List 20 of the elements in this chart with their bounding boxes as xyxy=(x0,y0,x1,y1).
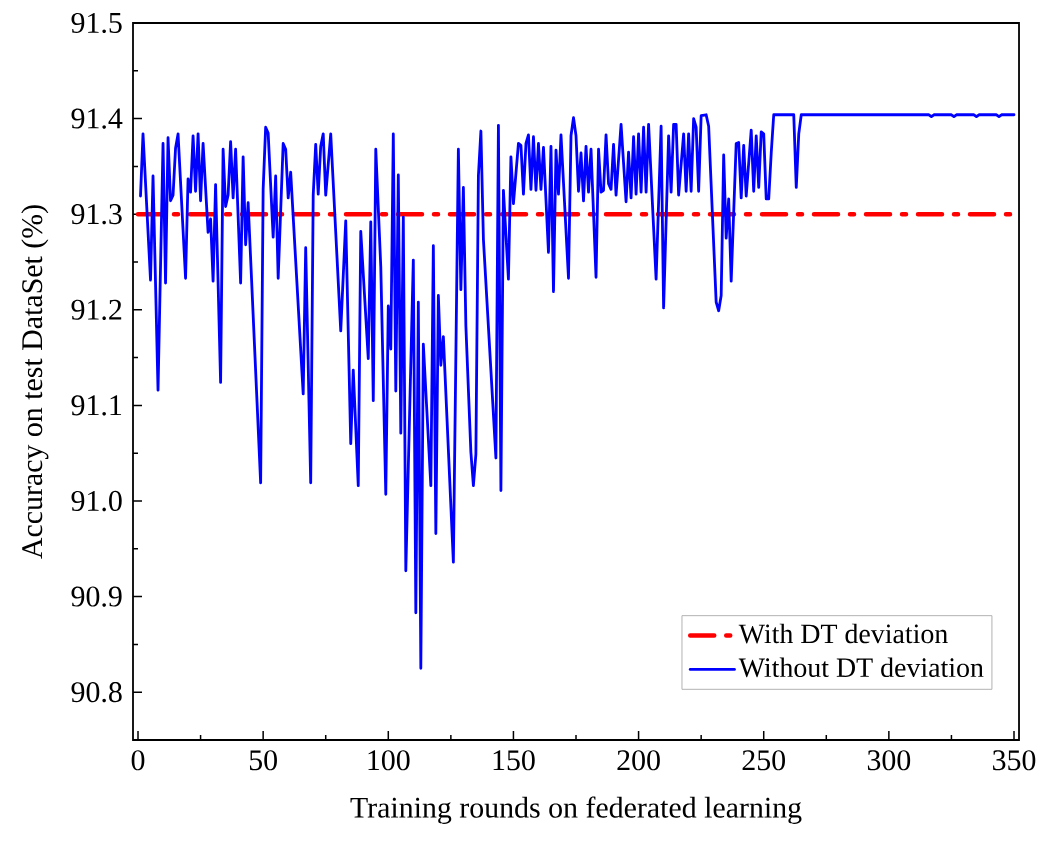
x-tick-label: 200 xyxy=(617,750,660,771)
y-tick-label: 90.9 xyxy=(71,586,122,607)
legend-label: Without DT deviation xyxy=(738,657,984,678)
y-axis-title: Accuracy on test DataSet (%) xyxy=(21,205,49,559)
x-tick-label: 350 xyxy=(993,750,1036,771)
y-tick-label: 91.0 xyxy=(71,490,122,512)
x-tick-label: 250 xyxy=(742,750,785,771)
x-tick-label: 50 xyxy=(249,750,277,771)
x-tick-label: 300 xyxy=(867,750,911,771)
x-tick-label: 100 xyxy=(368,750,410,771)
y-tick-label: 91.4 xyxy=(71,108,123,129)
y-tick-label: 90.8 xyxy=(71,682,122,703)
x-tick-label: 0 xyxy=(131,750,145,771)
x-axis-title: Training rounds on federated learning xyxy=(350,796,802,824)
x-tick-label: 150 xyxy=(493,750,535,771)
y-tick-label: 91.1 xyxy=(71,395,122,416)
y-tick-label: 91.3 xyxy=(71,204,122,225)
y-tick-label: 91.5 xyxy=(71,12,122,34)
y-tick-label: 91.2 xyxy=(71,299,122,320)
legend-label: With DT deviation xyxy=(738,623,948,644)
